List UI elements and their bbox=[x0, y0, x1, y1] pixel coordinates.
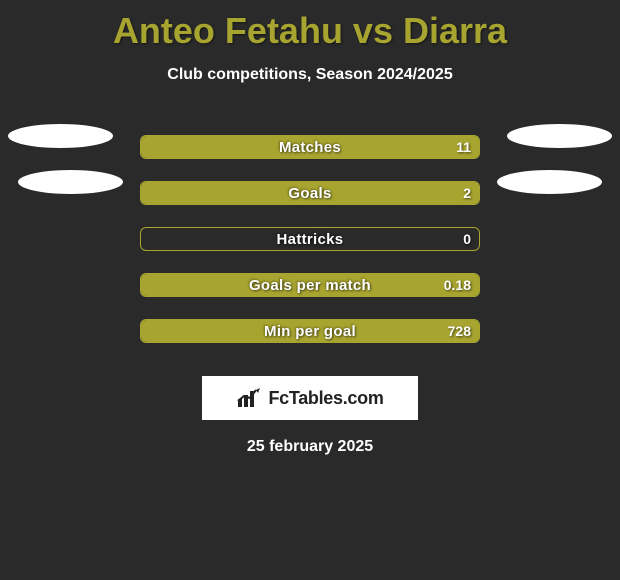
stat-value: 728 bbox=[448, 320, 471, 342]
date-text: 25 february 2025 bbox=[0, 438, 620, 456]
stat-bar: Hattricks 0 bbox=[140, 227, 480, 251]
brand-text: FcTables.com bbox=[268, 388, 383, 409]
stat-value: 0 bbox=[463, 228, 471, 250]
comparison-rows: Matches 11 Goals 2 Hattricks 0 Goals per… bbox=[0, 124, 620, 354]
stat-bar: Matches 11 bbox=[140, 135, 480, 159]
stat-bar: Goals 2 bbox=[140, 181, 480, 205]
page-title: Anteo Fetahu vs Diarra bbox=[0, 0, 620, 52]
stat-bar: Goals per match 0.18 bbox=[140, 273, 480, 297]
stat-label: Min per goal bbox=[141, 320, 479, 342]
stat-value: 11 bbox=[456, 136, 471, 158]
stat-label: Goals per match bbox=[141, 274, 479, 296]
stat-row-matches: Matches 11 bbox=[0, 124, 620, 170]
stat-label: Matches bbox=[141, 136, 479, 158]
stat-row-min-per-goal: Min per goal 728 bbox=[0, 308, 620, 354]
stat-row-goals-per-match: Goals per match 0.18 bbox=[0, 262, 620, 308]
stat-row-hattricks: Hattricks 0 bbox=[0, 216, 620, 262]
brand-chart-icon bbox=[236, 387, 262, 409]
stat-label: Goals bbox=[141, 182, 479, 204]
page-subtitle: Club competitions, Season 2024/2025 bbox=[0, 66, 620, 84]
stat-value: 0.18 bbox=[444, 274, 471, 296]
stat-value: 2 bbox=[463, 182, 471, 204]
brand-box: FcTables.com bbox=[202, 376, 418, 420]
stat-label: Hattricks bbox=[141, 228, 479, 250]
stat-row-goals: Goals 2 bbox=[0, 170, 620, 216]
stat-bar: Min per goal 728 bbox=[140, 319, 480, 343]
